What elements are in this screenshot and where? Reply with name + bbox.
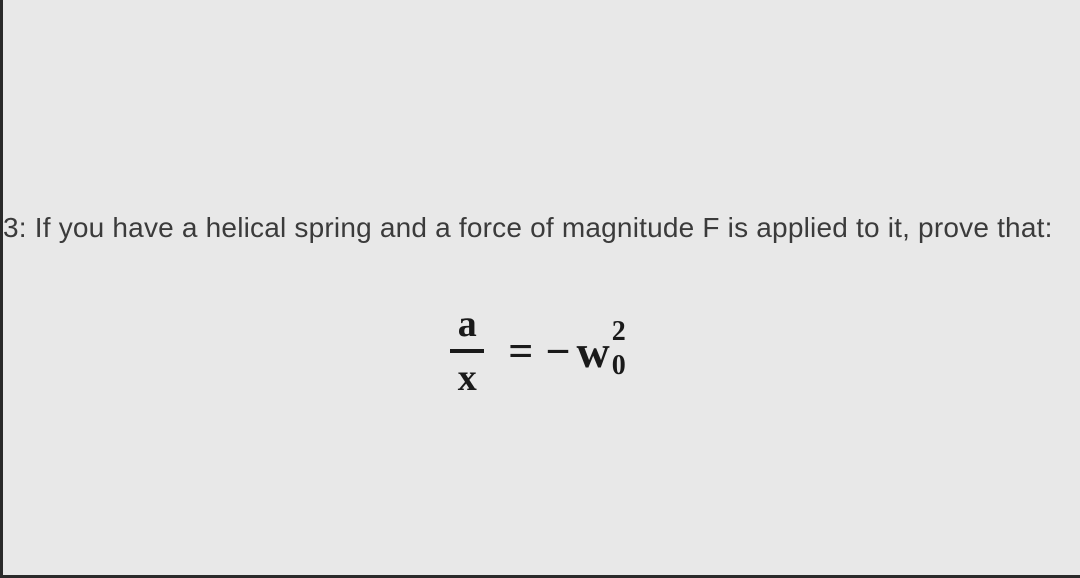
- denominator: x: [452, 359, 483, 397]
- document-page: 3: If you have a helical spring and a fo…: [0, 0, 1080, 578]
- sub-sup-group: 2 0: [612, 328, 636, 374]
- subscript: 0: [612, 350, 626, 382]
- fraction-bar: [450, 349, 484, 353]
- omega-symbol: w: [576, 325, 609, 378]
- superscript: 2: [612, 316, 626, 348]
- question-text: 3: If you have a helical spring and a fo…: [3, 212, 1053, 244]
- equals-sign: =: [508, 326, 533, 377]
- fraction: a x: [450, 305, 484, 397]
- minus-sign: −: [545, 326, 570, 377]
- question-number: 3:: [3, 212, 27, 243]
- equation-rhs: − w 2 0: [545, 325, 635, 378]
- question-body: If you have a helical spring and a force…: [35, 212, 1053, 243]
- equation: a x = − w 2 0: [3, 305, 1080, 397]
- numerator: a: [452, 305, 483, 343]
